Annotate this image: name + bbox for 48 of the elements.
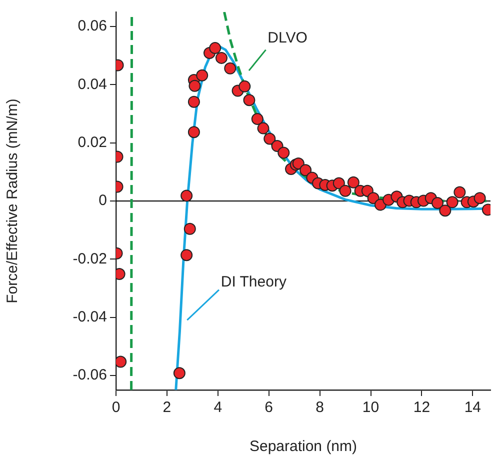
point (180, 190, 193, 202)
y-tick-label: -0.04 (72, 308, 107, 326)
point (184, 222, 196, 235)
x-tick-label: 12 (413, 399, 430, 416)
x-tick-label: 4 (214, 399, 222, 416)
point (180, 249, 193, 262)
point (439, 204, 452, 217)
y-tick-label: 0.04 (78, 76, 107, 93)
point (474, 192, 486, 204)
x-tick-label: 14 (464, 399, 482, 416)
point (454, 186, 466, 198)
x-tick-label: 10 (362, 399, 380, 416)
point (432, 197, 444, 210)
y-tick-label: 0 (98, 192, 107, 210)
point (173, 367, 186, 380)
point (300, 164, 312, 176)
y-tick-label: -0.06 (72, 366, 107, 384)
point (196, 69, 208, 82)
point (347, 176, 360, 188)
point (238, 80, 251, 92)
point (339, 184, 352, 197)
point (257, 122, 270, 134)
point (188, 96, 200, 108)
point (209, 42, 222, 54)
x-axis-title: Separation (nm) (249, 438, 358, 456)
x-tick-label: 6 (264, 399, 274, 416)
point (188, 126, 200, 138)
x-tick-label: 2 (162, 399, 172, 416)
point (243, 94, 256, 106)
point (367, 192, 380, 204)
point (116, 356, 127, 368)
text: DLVO (268, 30, 308, 47)
point (332, 177, 345, 190)
y-tick-label: 0.02 (78, 134, 107, 151)
x-tick-label: 8 (316, 399, 324, 416)
point (224, 62, 236, 74)
y-axis-title: Force/Effective Radius (mN/m) (4, 98, 22, 304)
x-tick-label: 0 (112, 399, 120, 416)
y-tick-label: -0.02 (72, 250, 107, 268)
point (278, 146, 290, 159)
point (292, 157, 304, 170)
point (446, 196, 458, 208)
point (251, 113, 264, 126)
point (188, 80, 201, 92)
text: DI Theory (220, 273, 287, 290)
point (215, 52, 228, 64)
y-tick-label: 0.06 (78, 18, 107, 35)
point (264, 132, 276, 145)
